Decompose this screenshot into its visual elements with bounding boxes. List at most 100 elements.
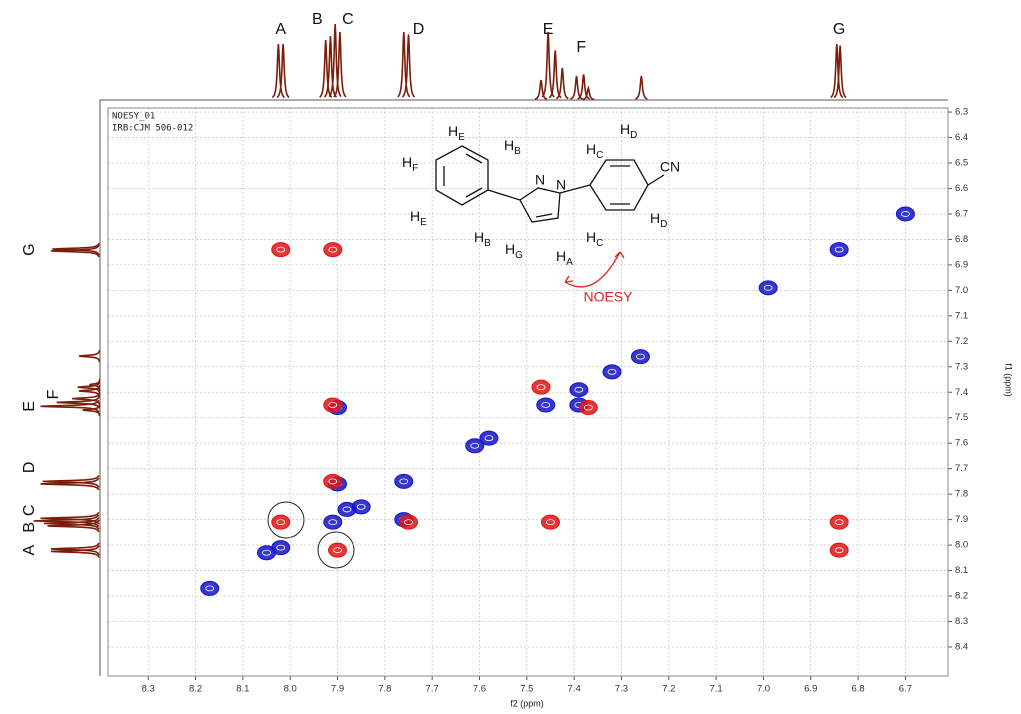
- atom-subscript: F: [412, 163, 418, 174]
- arrow-heads: [564, 251, 625, 283]
- left-projection-peak: [40, 511, 100, 525]
- atom-label: HB: [504, 137, 521, 157]
- atom-symbol: H: [402, 154, 412, 170]
- contour-inner: [834, 246, 844, 253]
- left-projection-peak: [50, 542, 100, 556]
- contour-outer: [200, 580, 220, 596]
- atom-label: HC: [586, 141, 603, 161]
- y-tick-label: 8.0: [955, 540, 968, 551]
- left-projection-peak: [50, 545, 100, 558]
- atom-label: HC: [586, 229, 603, 249]
- atom-symbol: H: [505, 241, 515, 257]
- contour-outer: [323, 242, 343, 258]
- contour-inner: [607, 368, 617, 375]
- contour-outer: [399, 514, 419, 530]
- x-tick-label: 7.3: [615, 684, 628, 695]
- cross-peak: [323, 514, 343, 530]
- top-projection-peak: [555, 67, 569, 100]
- contour-inner: [262, 549, 271, 556]
- cross-peak: [540, 514, 560, 530]
- top-projection-peak: [271, 43, 285, 99]
- top-peak-label: D: [413, 21, 425, 38]
- left-projection-peak: [89, 378, 101, 391]
- top-peak-label: C: [342, 11, 354, 28]
- atom-symbol: H: [586, 141, 596, 157]
- atom-label: HG: [505, 241, 523, 261]
- cross-peak: [829, 514, 849, 530]
- atom-label: CN: [660, 159, 680, 175]
- y-tick-label: 6.6: [955, 183, 968, 194]
- left-peak-label: A: [21, 545, 38, 556]
- x-axis-label: f2 (ppm): [510, 698, 544, 708]
- sample-id: IRB:CJM 506-012: [112, 124, 193, 134]
- top-projection-peak: [328, 23, 342, 98]
- top-projection-peak: [319, 39, 333, 98]
- y-tick-label: 8.3: [955, 616, 968, 627]
- atom-subscript: A: [566, 257, 573, 268]
- x-tick-label: 8.2: [189, 684, 202, 695]
- top-projection-peak: [333, 31, 347, 98]
- atom-symbol: H: [586, 229, 596, 245]
- atom-label: HB: [474, 229, 491, 249]
- contour-inner: [484, 435, 494, 442]
- top-peak-label: B: [312, 11, 323, 28]
- cross-peak: [200, 580, 220, 596]
- contour-inner: [328, 519, 338, 526]
- cross-peak: [323, 397, 343, 413]
- x-tick-label: 7.2: [662, 684, 675, 695]
- left-peak-label: E: [21, 401, 38, 412]
- atom-subscript: D: [660, 219, 667, 230]
- atom-subscript: B: [514, 146, 521, 157]
- contour-outer: [602, 364, 622, 380]
- cross-peak: [328, 542, 348, 558]
- cross-peak: [536, 397, 556, 413]
- atom-subscript: E: [420, 217, 427, 228]
- y-tick-label: 7.1: [955, 310, 968, 321]
- atom-label: N: [556, 177, 566, 193]
- noe-arrow: [564, 251, 621, 288]
- y-tick-label: 7.6: [955, 438, 968, 449]
- contour-outer: [257, 545, 277, 561]
- cross-peak: [323, 473, 343, 489]
- x-tick-label: 6.9: [804, 684, 817, 695]
- left-projection-peak: [33, 514, 100, 528]
- contour-inner: [635, 353, 645, 360]
- contour-inner: [342, 506, 352, 513]
- y-tick-label: 7.5: [955, 412, 968, 423]
- left-projection-peak: [40, 477, 100, 491]
- y-tick-label: 8.2: [955, 591, 968, 602]
- x-tick-label: 8.0: [284, 684, 297, 695]
- contour-outer: [323, 514, 343, 530]
- contour-inner: [399, 478, 409, 485]
- y-tick-label: 7.3: [955, 361, 968, 372]
- aryl-ring: [589, 159, 649, 211]
- cross-peak: [602, 364, 622, 380]
- cross-peak: [531, 379, 551, 395]
- atom-label: HE: [448, 123, 465, 143]
- contour-outer: [630, 349, 650, 365]
- atom-label: HD: [650, 210, 667, 230]
- cross-peak: [758, 280, 778, 296]
- atom-label: N: [535, 172, 545, 188]
- bond: [647, 174, 665, 186]
- y-tick-label: 6.8: [955, 234, 968, 245]
- y-tick-label: 8.1: [955, 565, 968, 576]
- y-tick-label: 7.4: [955, 387, 968, 398]
- cross-peak: [465, 438, 485, 454]
- y-tick-label: 6.4: [955, 132, 968, 143]
- atom-label: HA: [556, 248, 573, 268]
- atom-symbol: H: [474, 229, 484, 245]
- y-tick-label: 8.4: [955, 641, 968, 652]
- x-tick-label: 8.1: [236, 684, 249, 695]
- contour-inner: [763, 284, 773, 291]
- cross-peak: [895, 206, 915, 222]
- left-projection-peak: [50, 244, 100, 258]
- top-peak-label: E: [543, 21, 554, 38]
- contour-inner: [356, 503, 366, 510]
- left-peak-label: F: [45, 389, 62, 399]
- contour-outer: [531, 379, 551, 395]
- cross-peak: [479, 430, 499, 446]
- cross-peak: [578, 400, 598, 416]
- contour-outer: [271, 514, 291, 530]
